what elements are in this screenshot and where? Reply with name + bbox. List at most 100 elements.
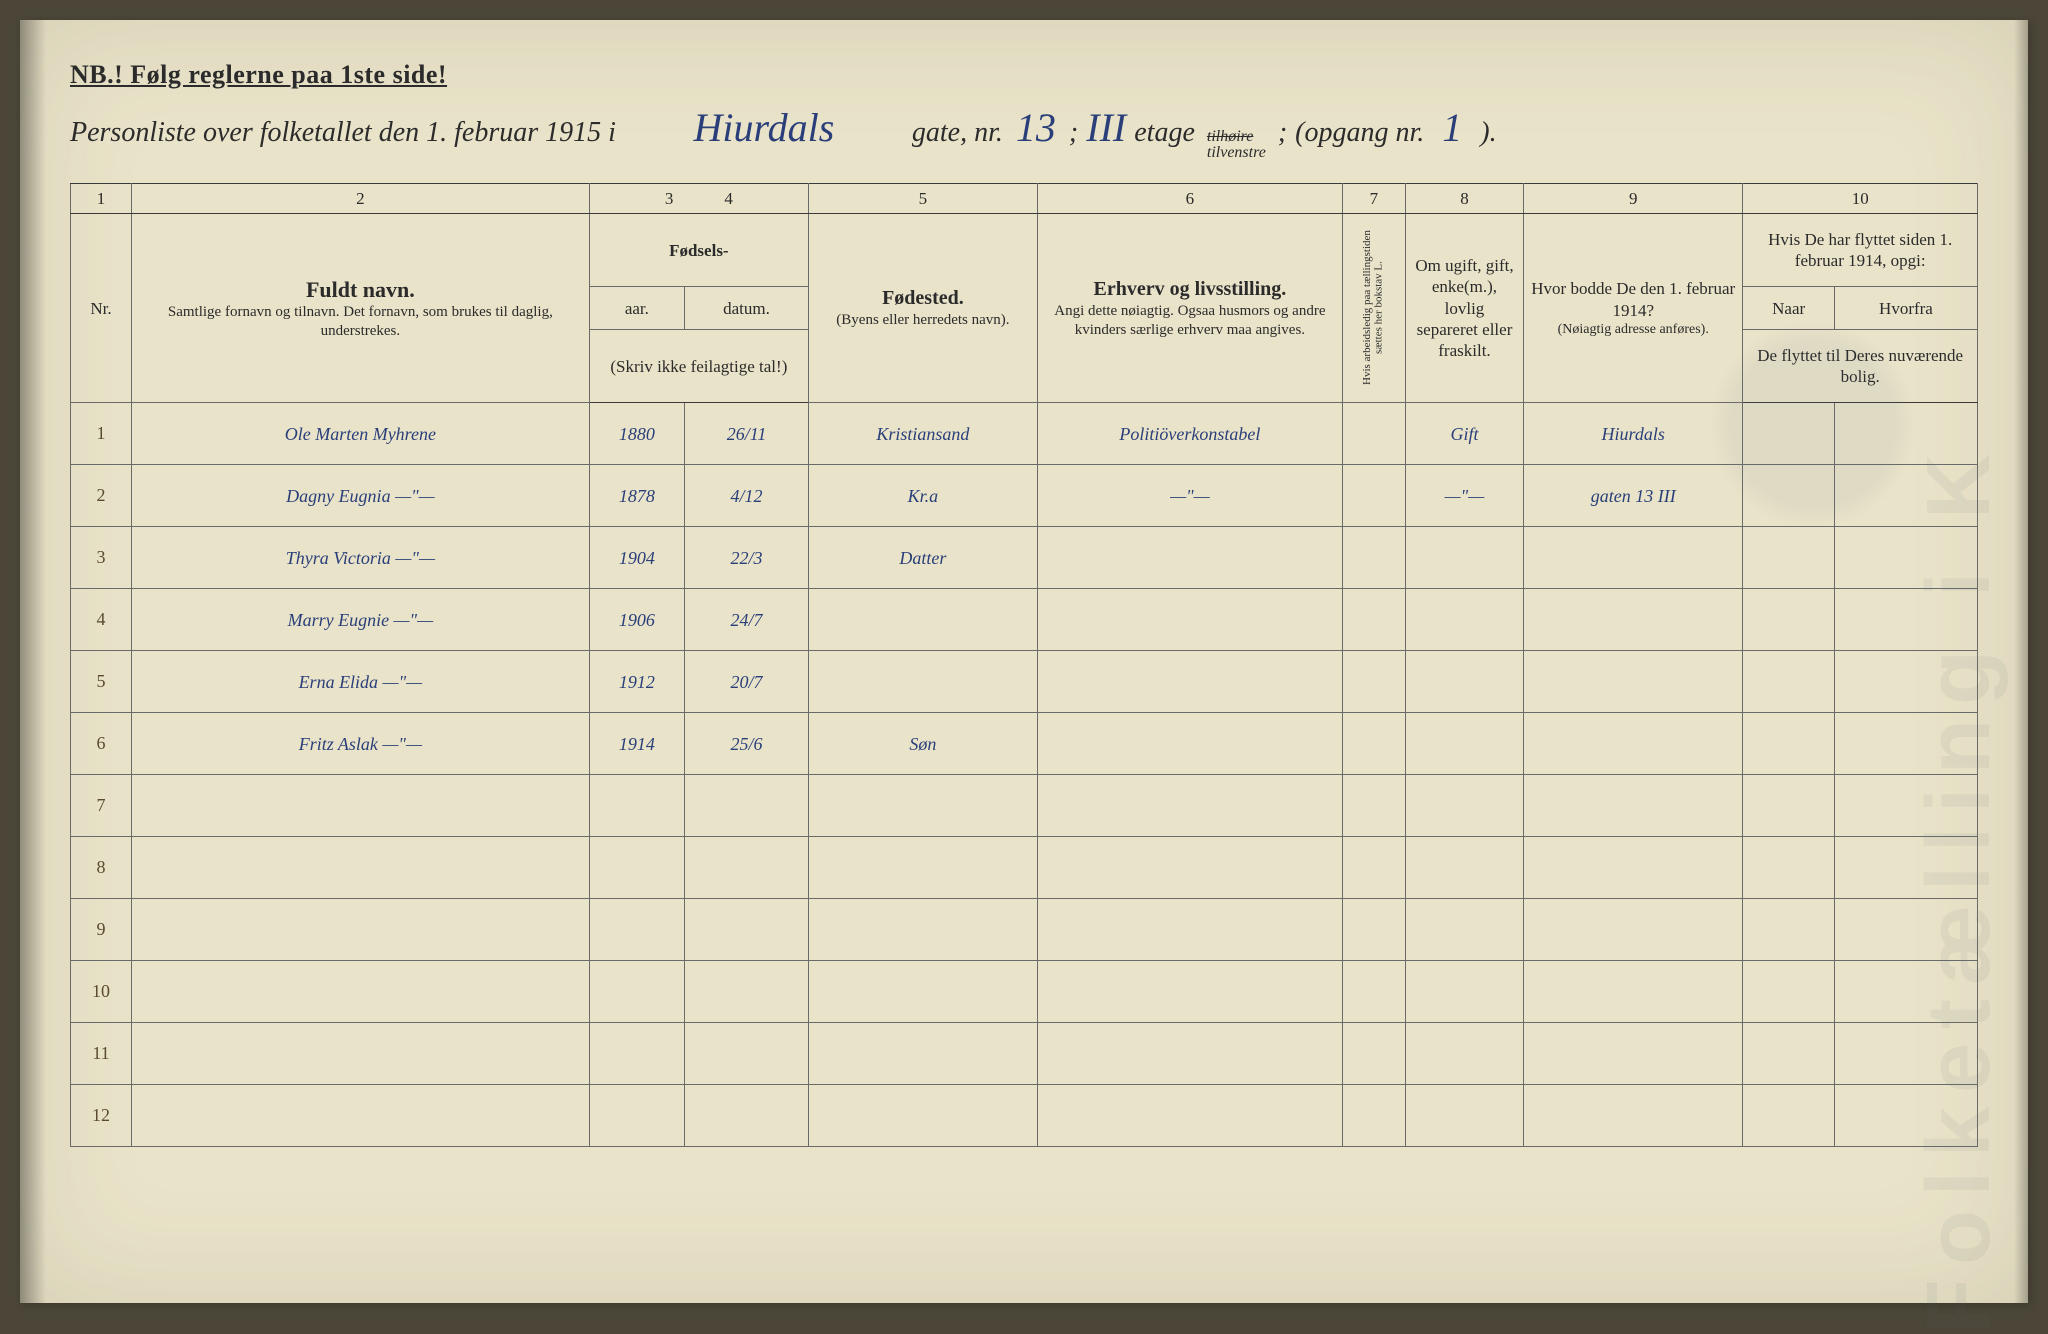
hdr-fodested-title: Fødested. <box>815 286 1031 311</box>
cell-name <box>132 775 590 837</box>
cell-occupation <box>1037 589 1342 651</box>
cell-birthplace <box>809 589 1038 651</box>
cell-year <box>589 837 684 899</box>
cell-marital <box>1405 651 1523 713</box>
cell-prev-address <box>1524 527 1743 589</box>
cell-marital: Gift <box>1405 403 1523 465</box>
side-choice: tilhøire tilvenstre <box>1207 129 1266 161</box>
cell-year <box>589 899 684 961</box>
hdr-flyttet-sub: De flyttet til Deres nuværende bolig. <box>1743 330 1978 403</box>
cell-birthplace <box>809 837 1038 899</box>
close-paren: ). <box>1480 117 1496 149</box>
hdr-sivil: Om ugift, gift, enke(m.), lovlig separer… <box>1405 214 1523 403</box>
cell-name: Ole Marten Myhrene <box>132 403 590 465</box>
cell-name <box>132 837 590 899</box>
cell-prev-address <box>1524 713 1743 775</box>
cell-moved-when <box>1743 961 1835 1023</box>
cell-year <box>589 775 684 837</box>
hdr-bodde: Hvor bodde De den 1. februar 1914? (Nøia… <box>1524 214 1743 403</box>
colnum-5: 5 <box>809 184 1038 214</box>
opgang-label: (opgang nr. <box>1295 117 1424 149</box>
cell-birthplace: Datter <box>809 527 1038 589</box>
hdr-hvorfra: Hvorfra <box>1834 287 1977 330</box>
cell-marital <box>1405 713 1523 775</box>
hdr-arbeidsledig: Hvis arbeidsledig paa tællingstiden sætt… <box>1342 214 1405 403</box>
semicolon-2: ; <box>1278 117 1287 149</box>
hdr-fodsels: Fødsels- <box>589 214 808 287</box>
cell-birthplace <box>809 1085 1038 1147</box>
header-row-1: Nr. Fuldt navn. Samtlige fornavn og tiln… <box>71 214 1978 287</box>
cell-birthplace: Kristiansand <box>809 403 1038 465</box>
cell-unemployed <box>1342 775 1405 837</box>
cell-name <box>132 899 590 961</box>
hdr-fodsels-note: (Skriv ikke feilagtige tal!) <box>589 330 808 403</box>
cell-name: Thyra Victoria —"— <box>132 527 590 589</box>
cell-moved-from <box>1834 775 1977 837</box>
table-row: 6Fritz Aslak —"—191425/6Søn <box>71 713 1978 775</box>
cell-moved-from <box>1834 713 1977 775</box>
cell-date: 20/7 <box>685 651 809 713</box>
table-row: 11 <box>71 1023 1978 1085</box>
colnum-7: 7 <box>1342 184 1405 214</box>
etage-label: etage <box>1134 117 1195 149</box>
table-body: 1Ole Marten Myhrene188026/11Kristiansand… <box>71 403 1978 1147</box>
cell-date <box>685 1023 809 1085</box>
cell-year <box>589 961 684 1023</box>
cell-moved-from <box>1834 465 1977 527</box>
hdr-naar: Naar <box>1743 287 1835 330</box>
cell-birthplace <box>809 961 1038 1023</box>
hdr-erhverv-title: Erhverv og livsstilling. <box>1044 277 1336 302</box>
cell-nr: 8 <box>71 837 132 899</box>
cell-unemployed <box>1342 837 1405 899</box>
cell-nr: 2 <box>71 465 132 527</box>
cell-nr: 10 <box>71 961 132 1023</box>
hdr-erhverv: Erhverv og livsstilling. Angi dette nøia… <box>1037 214 1342 403</box>
colnum-8: 8 <box>1405 184 1523 214</box>
hdr-navn: Fuldt navn. Samtlige fornavn og tilnavn.… <box>132 214 590 403</box>
cell-date: 25/6 <box>685 713 809 775</box>
edge-shadow <box>2014 20 2028 1303</box>
cell-year: 1912 <box>589 651 684 713</box>
cell-unemployed <box>1342 713 1405 775</box>
cell-nr: 11 <box>71 1023 132 1085</box>
cell-marital <box>1405 1085 1523 1147</box>
cell-moved-from <box>1834 1023 1977 1085</box>
cell-year <box>589 1085 684 1147</box>
cell-name <box>132 961 590 1023</box>
semicolon-1: ; <box>1069 117 1078 149</box>
cell-unemployed <box>1342 651 1405 713</box>
cell-moved-from <box>1834 403 1977 465</box>
cell-prev-address <box>1524 961 1743 1023</box>
cell-unemployed <box>1342 527 1405 589</box>
census-form-page: Folketælling i K NB.! Følg reglerne paa … <box>20 20 2028 1303</box>
table-row: 12 <box>71 1085 1978 1147</box>
cell-moved-from <box>1834 961 1977 1023</box>
cell-moved-from <box>1834 899 1977 961</box>
binding-shadow <box>20 20 46 1303</box>
cell-occupation <box>1037 651 1342 713</box>
cell-occupation: Politiöverkonstabel <box>1037 403 1342 465</box>
street-name-handwritten: Hiurdals <box>624 108 904 149</box>
hdr-fodested: Fødested. (Byens eller herredets navn). <box>809 214 1038 403</box>
cell-date <box>685 1085 809 1147</box>
cell-year: 1880 <box>589 403 684 465</box>
cell-marital: —"— <box>1405 465 1523 527</box>
title-line: Personliste over folketallet den 1. febr… <box>70 108 1978 161</box>
cell-occupation <box>1037 1085 1342 1147</box>
hdr-nr: Nr. <box>71 214 132 403</box>
table-row: 10 <box>71 961 1978 1023</box>
cell-prev-address <box>1524 589 1743 651</box>
cell-moved-when <box>1743 403 1835 465</box>
cell-marital <box>1405 1023 1523 1085</box>
hdr-flyttet: Hvis De har flyttet siden 1. februar 191… <box>1743 214 1978 287</box>
cell-name: Fritz Aslak —"— <box>132 713 590 775</box>
cell-marital <box>1405 837 1523 899</box>
cell-moved-when <box>1743 899 1835 961</box>
cell-year: 1906 <box>589 589 684 651</box>
cell-nr: 5 <box>71 651 132 713</box>
cell-occupation: —"— <box>1037 465 1342 527</box>
etage-handwritten: III <box>1086 108 1126 148</box>
cell-year <box>589 1023 684 1085</box>
cell-name <box>132 1085 590 1147</box>
cell-marital <box>1405 775 1523 837</box>
